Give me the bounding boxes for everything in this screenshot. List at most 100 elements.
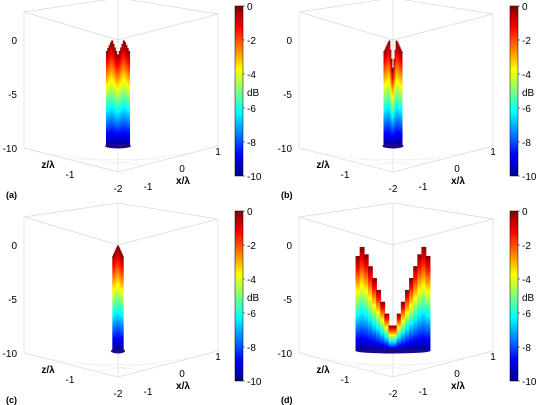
- box-edge: [392, 202, 494, 220]
- colorbar-unit-label: dB: [247, 293, 260, 304]
- box-edge: [403, 0, 494, 15]
- surface-strip: [125, 45, 128, 147]
- z-tick-label: -10: [3, 349, 18, 360]
- z-tick-label: -5: [8, 90, 17, 101]
- y-axis-label: z/λ: [41, 160, 55, 171]
- surface-strip: [395, 40, 398, 146]
- surface-base: [105, 143, 131, 149]
- z-tick-label: 0: [286, 241, 292, 252]
- y-tick-label: -1: [341, 375, 350, 386]
- y-axis-label: z/λ: [316, 365, 330, 376]
- colorbar-tick-label: -10: [247, 377, 262, 388]
- box-edge: [298, 11, 394, 41]
- x-tick-label: 1: [490, 352, 496, 363]
- surface-strip: [391, 67, 394, 146]
- box-edge: [298, 216, 394, 246]
- colorbar-unit-label: dB: [522, 88, 535, 99]
- colorbar-tick-label: -8: [522, 343, 531, 354]
- surface-strip: [397, 44, 400, 146]
- colorbar-tick-label: -4: [247, 275, 256, 286]
- surface-strip: [372, 278, 377, 351]
- colorbar-unit-label: dB: [522, 293, 535, 304]
- surface-strip: [359, 246, 365, 351]
- floor-grid-line: [94, 357, 194, 372]
- y-tick-label: -1: [66, 170, 75, 181]
- colorbar-tick-label: -6: [522, 309, 531, 320]
- colorbar-tick-label: -8: [247, 138, 256, 149]
- z-tick-label: 0: [11, 241, 17, 252]
- surface-strip: [124, 42, 127, 146]
- surface-strip: [396, 313, 402, 351]
- colorbar-tick-label: -6: [247, 309, 256, 320]
- colorbar-tick-label: 0: [522, 2, 528, 13]
- x-tick-label: 1: [490, 147, 496, 158]
- surface-strip: [127, 51, 131, 146]
- surface-strip: [116, 54, 119, 146]
- colorbar-tick-label: -2: [247, 36, 256, 47]
- colorbar: [234, 210, 244, 382]
- surface-strip: [363, 254, 369, 351]
- x-tick-label: -1: [144, 182, 153, 193]
- surface-strip: [122, 256, 124, 351]
- colorbar-tick-label: -8: [522, 138, 531, 149]
- floor-grid-line: [70, 158, 169, 161]
- box-edge: [298, 202, 394, 218]
- y-tick-label: -1: [341, 170, 350, 181]
- surface-strip: [118, 50, 121, 146]
- surface-strip: [117, 54, 120, 146]
- box-edge: [392, 218, 494, 246]
- surface-strip: [126, 48, 129, 147]
- colorbar-tick-label: -6: [522, 104, 531, 115]
- colorbar-tick-label: -10: [247, 172, 262, 183]
- floor-grid-line: [94, 152, 194, 167]
- x-tick-label: -1: [419, 182, 428, 193]
- surface-strip: [108, 45, 111, 147]
- x-tick-label: 1: [215, 147, 221, 158]
- surface-strip: [376, 289, 382, 351]
- colorbar-tick-label: -4: [522, 70, 531, 81]
- box-edge: [23, 11, 119, 41]
- z-tick-label: -10: [3, 144, 18, 155]
- surface-strip: [383, 51, 386, 146]
- colorbar-tick-label: -10: [522, 172, 537, 183]
- surface-strip: [112, 43, 115, 146]
- surface-strip: [399, 48, 402, 146]
- floor-grid-line: [70, 363, 169, 366]
- colorbar: [509, 210, 519, 382]
- surface-strip: [404, 289, 410, 351]
- x-tick-label: 0: [454, 164, 460, 175]
- surface-strip: [421, 246, 427, 351]
- x-tick-label: -1: [419, 387, 428, 398]
- surface-strip: [409, 278, 414, 351]
- x-tick-label: 0: [179, 369, 185, 380]
- surface-strip: [122, 40, 125, 146]
- surface-strip: [393, 58, 396, 146]
- y-axis-label: z/λ: [316, 160, 330, 171]
- z-tick-label: -10: [278, 349, 293, 360]
- colorbar: [509, 5, 519, 177]
- x-axis-label: x/λ: [176, 381, 190, 392]
- surface-strip: [390, 58, 393, 146]
- z-tick-label: -10: [278, 144, 293, 155]
- colorbar-tick-label: 0: [247, 2, 253, 13]
- colorbar-tick-label: -2: [522, 241, 531, 252]
- surface-strip: [392, 67, 395, 146]
- colorbar-unit-label: dB: [247, 88, 260, 99]
- panel-label: (c): [6, 395, 17, 405]
- surface-strip: [367, 266, 373, 351]
- box-edge: [23, 202, 119, 218]
- box-edge: [128, 0, 219, 15]
- floor-grid-line: [345, 158, 444, 161]
- floor-grid-line: [369, 152, 469, 167]
- surface-strip: [388, 325, 394, 351]
- y-tick-label: -2: [389, 389, 398, 400]
- surface-strip: [417, 254, 423, 351]
- box-edge: [23, 216, 119, 246]
- surface-strip: [111, 40, 114, 146]
- x-axis-label: x/λ: [451, 381, 465, 392]
- surface-strip: [396, 42, 399, 147]
